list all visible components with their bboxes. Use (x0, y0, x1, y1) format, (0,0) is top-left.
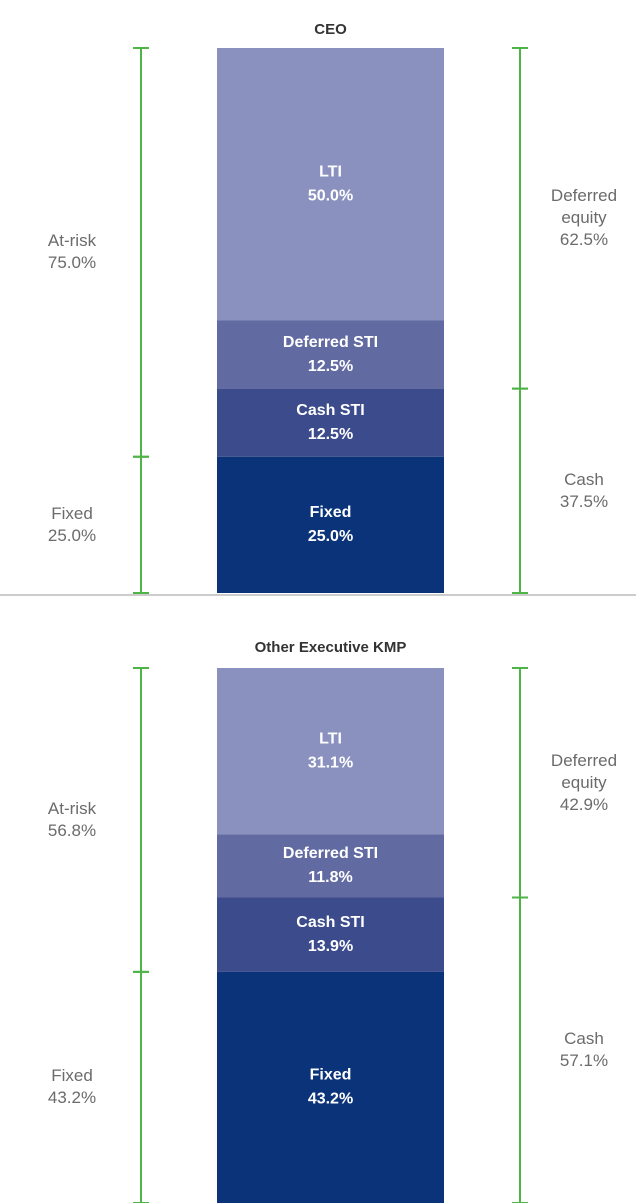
group-value: 43.2% (47, 1088, 97, 1108)
bar-segment (217, 668, 444, 835)
bracket (133, 970, 149, 1203)
segment-label: Fixed (310, 1067, 352, 1084)
bar-segment (217, 388, 444, 457)
group-name: Deferred equity (550, 186, 618, 228)
group-name: Cash (564, 1029, 604, 1049)
segment-value: 31.1% (308, 754, 353, 771)
group-label: At-risk 75.0% (17, 230, 127, 274)
bar-segment (217, 320, 444, 389)
segment-value: 25.0% (308, 528, 353, 545)
group-label: Cash 57.1% (529, 1028, 636, 1072)
segment-value: 12.5% (308, 358, 353, 375)
segment-value: 50.0% (308, 187, 353, 204)
bar-segment (217, 834, 444, 898)
group-label: Fixed 25.0% (17, 503, 127, 547)
group-label: At-risk 56.8% (17, 798, 127, 842)
group-value: 25.0% (47, 525, 97, 545)
segment-label: Deferred STI (283, 845, 378, 862)
bracket (133, 47, 149, 458)
segment-value: 12.5% (308, 426, 353, 443)
group-label: Cash 37.5% (529, 469, 636, 513)
group-label: Deferred equity 42.9% (529, 750, 636, 816)
group-value: 37.5% (559, 491, 609, 511)
group-name: Deferred equity (550, 750, 618, 792)
segment-label: Cash STI (296, 914, 364, 931)
group-name: At-risk (47, 231, 97, 251)
segment-value: 43.2% (308, 1091, 353, 1108)
group-value: 57.1% (559, 1051, 609, 1071)
bar-segment (217, 971, 444, 1203)
group-label: Deferred equity 62.5% (529, 185, 636, 251)
bracket (512, 896, 528, 1203)
group-value: 75.0% (47, 253, 97, 273)
segment-label: LTI (319, 163, 342, 180)
group-name: Fixed (51, 503, 93, 523)
bracket (133, 455, 149, 594)
bracket (512, 387, 528, 594)
segment-value: 13.9% (308, 938, 353, 955)
group-name: Fixed (51, 1066, 93, 1086)
group-name: At-risk (47, 798, 97, 818)
bar-segment (217, 48, 444, 321)
bracket (133, 667, 149, 973)
segment-value: 11.8% (308, 869, 352, 886)
bracket (512, 667, 528, 899)
bar-segment (217, 456, 444, 593)
group-value: 56.8% (47, 820, 97, 840)
segment-label: Deferred STI (283, 334, 378, 351)
segment-label: Cash STI (296, 402, 364, 419)
bracket (512, 47, 528, 390)
chart-title: Other Executive KMP (255, 639, 407, 656)
segment-label: Fixed (310, 504, 352, 521)
group-value: 62.5% (559, 230, 609, 250)
group-label: Fixed 43.2% (17, 1065, 127, 1109)
group-name: Cash (564, 469, 604, 489)
group-value: 42.9% (559, 794, 609, 814)
bar-segment (217, 897, 444, 972)
chart-title: CEO (314, 21, 347, 38)
segment-label: LTI (319, 730, 342, 747)
